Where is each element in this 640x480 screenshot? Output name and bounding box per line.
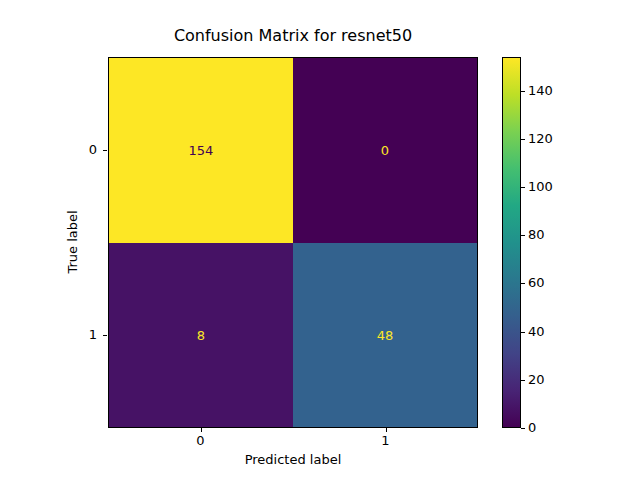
colorbar-tick-label: 140 — [528, 83, 553, 99]
x-tick-label: 0 — [181, 433, 221, 448]
colorbar-tick-label: 40 — [528, 324, 545, 340]
colorbar-tick-label: 120 — [528, 131, 553, 147]
matrix-cell-0-1: 0 — [293, 58, 477, 243]
colorbar-tick-label: 20 — [528, 372, 545, 388]
colorbar-tick-mark — [521, 139, 525, 140]
chart-title: Confusion Matrix for resnet50 — [108, 26, 478, 46]
y-tick-label: 0 — [57, 142, 97, 158]
x-tick-label: 1 — [366, 433, 406, 448]
heatmap-axes: 1540 848 — [108, 57, 478, 428]
heatmap-matrix: 1540 848 — [109, 58, 477, 427]
cell-value: 0 — [293, 143, 477, 158]
y-tick-label: 1 — [57, 327, 97, 343]
confusion-matrix-figure: Confusion Matrix for resnet50 1540848 01… — [0, 0, 640, 480]
colorbar-tick-label: 100 — [528, 179, 553, 195]
x-axis-label: Predicted label — [108, 452, 478, 467]
matrix-cell-1-1: 48 — [293, 243, 477, 428]
colorbar-tick-mark — [521, 283, 525, 284]
cell-value: 154 — [109, 143, 293, 158]
colorbar-tick-label: 60 — [528, 275, 545, 291]
colorbar-tick-label: 80 — [528, 227, 545, 243]
colorbar-tick-mark — [521, 380, 525, 381]
colorbar — [502, 57, 521, 428]
colorbar-tick-label: 0 — [528, 420, 536, 436]
colorbar-tick-mark — [521, 235, 525, 236]
colorbar-tick-mark — [521, 187, 525, 188]
colorbar-tick-mark — [521, 332, 525, 333]
matrix-cell-0-0: 154 — [109, 58, 293, 243]
colorbar-tick-mark — [521, 428, 525, 429]
matrix-cell-1-0: 8 — [109, 243, 293, 428]
y-axis-label-text: True label — [65, 210, 80, 273]
y-tick-mark — [103, 335, 107, 336]
cell-value: 48 — [293, 327, 477, 342]
y-tick-mark — [103, 150, 107, 151]
x-tick-mark — [386, 428, 387, 432]
cell-value: 8 — [109, 327, 293, 342]
colorbar-tick-mark — [521, 91, 525, 92]
x-tick-mark — [201, 428, 202, 432]
